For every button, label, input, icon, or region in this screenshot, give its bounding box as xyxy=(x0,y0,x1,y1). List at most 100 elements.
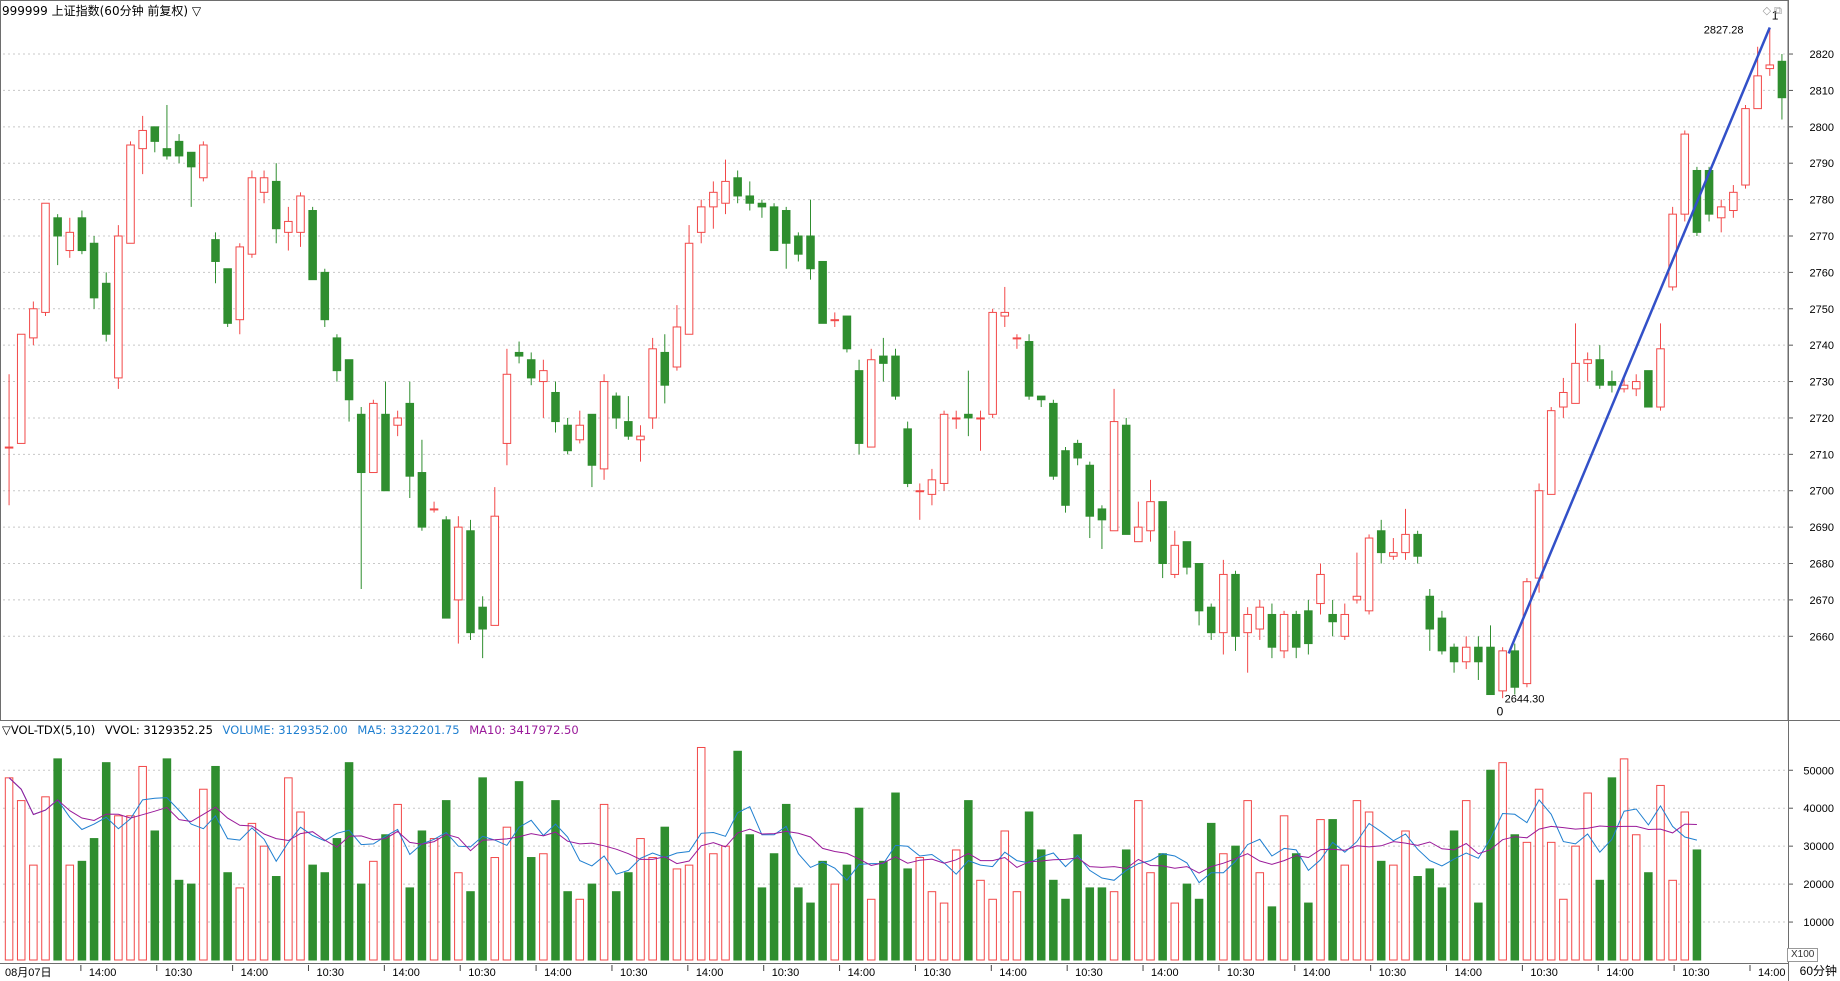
candle-body xyxy=(405,402,415,477)
x-tick-label: 10:30 xyxy=(1530,967,1558,979)
candle-body xyxy=(4,446,14,449)
chart-title: 999999 上证指数(60分钟 前复权) ▽ xyxy=(2,4,202,18)
candle-body xyxy=(1170,544,1180,575)
x-tick-label: 10:30 xyxy=(165,967,193,979)
price-tick-label: 2660 xyxy=(1810,631,1834,643)
candle-body xyxy=(1449,646,1459,663)
volume-tick-label: 20000 xyxy=(1803,879,1834,891)
candle-body xyxy=(393,417,402,426)
candle-body xyxy=(1461,646,1471,663)
volume-tick-label: 40000 xyxy=(1803,803,1834,815)
ma10-value: MA10: 3417972.50 xyxy=(469,723,579,737)
candle-body xyxy=(721,180,730,204)
candle-body xyxy=(29,308,38,339)
x-tick-label: 14:00 xyxy=(1303,967,1331,979)
price-tick-label: 2770 xyxy=(1810,231,1834,243)
candle-body xyxy=(1425,595,1435,630)
volume-bar xyxy=(89,838,99,961)
candle-body xyxy=(1206,606,1216,634)
volume-bar xyxy=(1389,864,1398,961)
candle-body xyxy=(575,424,585,441)
candle-body xyxy=(1194,563,1204,612)
price-tick-label: 2730 xyxy=(1810,377,1834,389)
volume-bar xyxy=(830,883,840,961)
price-tick-label: 2810 xyxy=(1810,85,1834,97)
volume-bar xyxy=(1073,834,1082,961)
volume-bar xyxy=(211,765,220,961)
candle-body xyxy=(1231,573,1240,637)
candle-body xyxy=(356,413,366,474)
x-tick-label: 08月07日 xyxy=(5,967,51,979)
volume-bar xyxy=(696,746,706,961)
candle-body xyxy=(1036,395,1046,401)
volume-bar xyxy=(1134,800,1143,961)
volume-bar xyxy=(1583,792,1592,961)
candle-body xyxy=(1316,573,1325,605)
volume-bar xyxy=(429,838,439,961)
volume-bar xyxy=(53,758,62,961)
vvol-value: VVOL: 3129352.25 xyxy=(104,723,213,737)
volume-bar xyxy=(150,830,160,961)
period-label[interactable]: 60分钟 xyxy=(1799,964,1837,978)
candle-body xyxy=(1146,501,1155,532)
x-tick-label: 10:30 xyxy=(923,967,951,979)
candle-body xyxy=(660,351,670,386)
window-corner-controls[interactable]: ◇ ⧉ xyxy=(1763,4,1782,18)
candle-body xyxy=(526,359,536,379)
volume-bar xyxy=(551,800,560,961)
volume-bar xyxy=(587,883,597,961)
price-tick-label: 2710 xyxy=(1810,449,1834,461)
volume-bar xyxy=(526,857,536,961)
x-tick-label: 14:00 xyxy=(1758,967,1786,979)
volume-bar xyxy=(1352,800,1362,961)
trend-end-index: 1 xyxy=(1772,9,1779,23)
volume-bar xyxy=(332,838,342,961)
candle-body xyxy=(1304,610,1313,645)
volume-bar xyxy=(199,788,208,961)
volume-indicator-header: ▽VOL-TDX(5,10) VVOL: 3129352.25 VOLUME: … xyxy=(2,723,585,737)
candle-body xyxy=(842,315,852,350)
volume-bar xyxy=(733,750,742,961)
ma5-value: MA5: 3322201.75 xyxy=(357,723,460,737)
x-axis: 08月07日 14:00 10:30 14:00 10:30 14:00 10:30 14:0… xyxy=(5,965,1786,979)
diamond-icon[interactable]: ◇ xyxy=(1762,5,1772,17)
price-tick-label: 2740 xyxy=(1810,340,1834,352)
x-tick-label: 10:30 xyxy=(468,967,496,979)
indicator-label: ▽VOL-TDX(5,10) xyxy=(2,723,96,737)
volume-bar xyxy=(976,879,985,961)
volume-bar xyxy=(842,864,852,961)
candle-body xyxy=(854,370,864,444)
price-tick-label: 2750 xyxy=(1810,304,1834,316)
candle-body xyxy=(611,395,621,419)
candle-body xyxy=(1376,530,1386,554)
volume-bar xyxy=(1449,830,1459,961)
volume-bar xyxy=(781,803,791,961)
candle-body xyxy=(794,235,803,255)
candle-body xyxy=(709,191,718,208)
volume-bar xyxy=(1000,830,1010,961)
volume-bar xyxy=(769,853,779,961)
volume-bar xyxy=(405,887,415,961)
volume-bar xyxy=(1559,898,1568,961)
candle-body xyxy=(1546,410,1556,495)
volume-bar xyxy=(903,868,912,961)
volume-bar xyxy=(1534,788,1544,961)
candle-body xyxy=(733,177,742,197)
volume-bar xyxy=(599,803,609,961)
candle-body xyxy=(1413,533,1422,557)
volume-bar xyxy=(514,781,524,961)
candle-body xyxy=(1255,606,1265,630)
x-tick-label: 14:00 xyxy=(241,967,269,979)
candle-body xyxy=(271,180,281,230)
candle-body xyxy=(478,606,487,630)
x-tick-label: 14:00 xyxy=(1455,967,1483,979)
restore-icon[interactable]: ⧉ xyxy=(1774,5,1782,17)
volume-bar xyxy=(41,796,50,961)
candle-body xyxy=(1607,381,1617,386)
volume-bar xyxy=(308,864,317,961)
volume-bar xyxy=(101,762,111,961)
price-tick-label: 2670 xyxy=(1810,595,1834,607)
